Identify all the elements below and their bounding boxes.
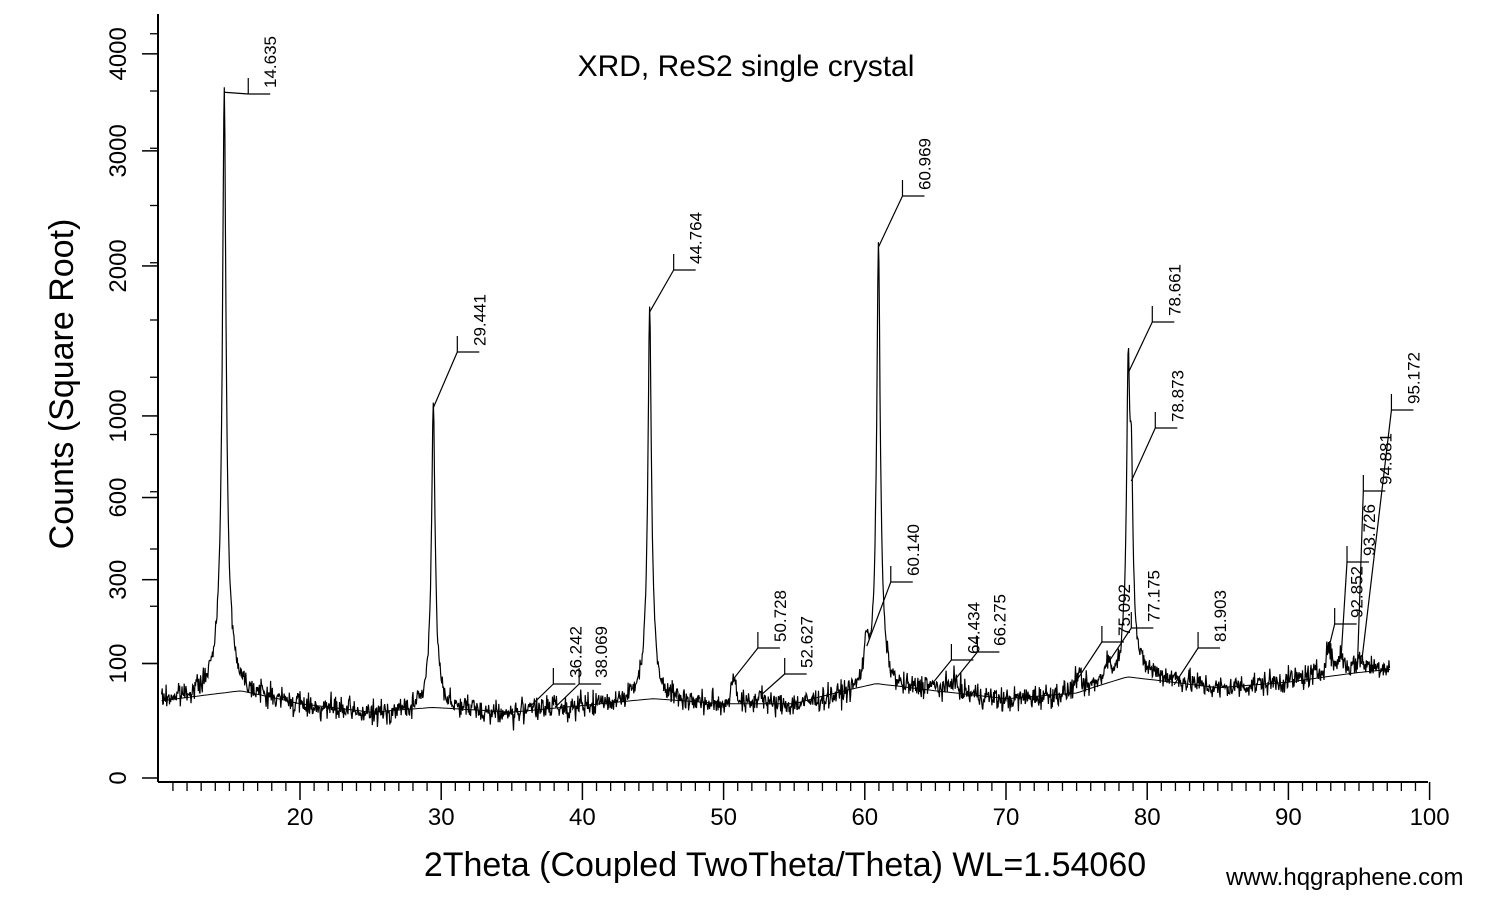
peak-position-label: 78.873 <box>1168 370 1187 422</box>
peak-leader-line <box>1077 641 1103 679</box>
peak-leader-line <box>432 351 458 408</box>
x-tick-label: 60 <box>851 804 878 831</box>
chart-axes: 20 30 40 50 60 70 80 90 100010030060010002000300… <box>105 14 1450 831</box>
peak-leader-line <box>1340 561 1348 659</box>
peak-leader-line <box>1360 409 1393 664</box>
peak-leader-line <box>733 647 759 679</box>
peak-position-label: 36.242 <box>566 626 585 678</box>
peak-position-label: 92.852 <box>1348 566 1367 618</box>
y-tick-label: 3000 <box>105 124 132 177</box>
diffraction-pattern-layer <box>161 87 1391 731</box>
peak-leader-line <box>1328 623 1336 649</box>
x-tick-label: 20 <box>287 804 314 831</box>
y-tick-label: 600 <box>105 478 132 518</box>
peak-position-label: 44.764 <box>687 212 706 264</box>
y-axis-label: Counts (Square Root) <box>43 219 81 550</box>
peak-leader-line <box>1173 647 1199 686</box>
peak-leader-line <box>554 683 580 708</box>
peak-position-label: 93.726 <box>1360 504 1379 556</box>
peak-leader-line <box>1130 427 1156 482</box>
x-tick-label: 100 <box>1410 804 1450 831</box>
peak-position-label: 60.140 <box>904 524 923 576</box>
watermark-text: www.hqgraphene.com <box>1226 864 1464 891</box>
y-tick-label: 300 <box>105 560 132 600</box>
peak-annotation-layer: 14.635 29.441 36.242 38.069 44.764 50.728 52.6… <box>224 36 1423 708</box>
peak-leader-line <box>224 91 249 95</box>
peak-leader-line <box>1127 321 1153 374</box>
y-tick-label: 1000 <box>105 389 132 442</box>
peak-leader-line <box>877 195 904 248</box>
peak-leader-line <box>649 269 675 313</box>
diffraction-pattern-line <box>161 87 1391 731</box>
peak-position-label: 81.903 <box>1211 590 1230 642</box>
x-tick-label: 50 <box>710 804 737 831</box>
peak-position-label: 95.172 <box>1404 352 1423 404</box>
x-tick-label: 90 <box>1275 804 1302 831</box>
peak-leader-line <box>760 673 786 696</box>
peak-position-label: 77.175 <box>1144 570 1163 622</box>
y-tick-label: 2000 <box>105 239 132 292</box>
peak-position-label: 14.635 <box>261 36 280 88</box>
peak-position-label: 78.661 <box>1165 264 1184 316</box>
peak-leader-line <box>1356 490 1364 670</box>
peak-leader-line <box>866 581 892 647</box>
peak-position-label: 64.434 <box>964 602 983 654</box>
peak-leader-line <box>528 683 554 708</box>
x-tick-label: 40 <box>569 804 596 831</box>
x-tick-label: 80 <box>1134 804 1161 831</box>
y-tick-label: 0 <box>105 771 132 784</box>
peak-position-label: 52.627 <box>798 616 817 668</box>
y-tick-label: 4000 <box>105 27 132 80</box>
peak-position-label: 29.441 <box>470 294 489 346</box>
x-axis-label: 2Theta (Coupled TwoTheta/Theta) WL=1.540… <box>424 846 1146 884</box>
peak-leader-line <box>926 659 952 690</box>
peak-leader-line <box>952 651 978 682</box>
x-tick-label: 30 <box>428 804 455 831</box>
peak-position-label: 38.069 <box>592 626 611 678</box>
peak-leader-line <box>1106 627 1132 665</box>
peak-position-label: 50.728 <box>771 590 790 642</box>
peak-position-label: 60.969 <box>915 138 934 190</box>
chart-title: XRD, ReS2 single crystal <box>578 50 915 83</box>
y-tick-label: 100 <box>105 643 132 683</box>
peak-position-label: 75.092 <box>1115 584 1134 636</box>
peak-position-label: 66.275 <box>990 594 1009 646</box>
x-tick-label: 70 <box>993 804 1020 831</box>
